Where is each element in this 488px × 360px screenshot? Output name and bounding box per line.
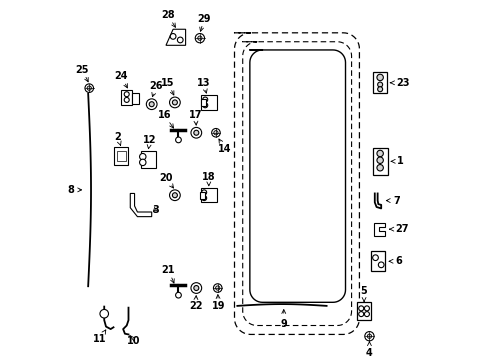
Circle shape (377, 87, 382, 92)
Circle shape (177, 37, 183, 43)
Text: 9: 9 (280, 310, 286, 329)
FancyBboxPatch shape (114, 147, 128, 165)
Circle shape (201, 195, 206, 201)
Text: 19: 19 (211, 294, 225, 311)
Text: 27: 27 (389, 224, 408, 234)
Polygon shape (165, 29, 185, 45)
Text: 3: 3 (152, 204, 158, 215)
Text: 15: 15 (161, 78, 174, 95)
Circle shape (124, 98, 129, 103)
Circle shape (358, 312, 363, 316)
Circle shape (170, 33, 176, 39)
FancyBboxPatch shape (201, 95, 216, 109)
Circle shape (366, 334, 371, 338)
Circle shape (87, 86, 91, 90)
Circle shape (100, 310, 108, 318)
FancyBboxPatch shape (141, 151, 155, 168)
Circle shape (213, 284, 222, 292)
FancyBboxPatch shape (201, 188, 216, 202)
FancyBboxPatch shape (200, 192, 204, 199)
Circle shape (213, 131, 218, 135)
Circle shape (191, 283, 201, 293)
Circle shape (175, 137, 181, 143)
Circle shape (146, 99, 157, 109)
Circle shape (201, 190, 206, 195)
Text: 20: 20 (159, 173, 173, 188)
Circle shape (203, 103, 207, 108)
Text: 2: 2 (114, 132, 121, 145)
Circle shape (193, 285, 199, 291)
Circle shape (169, 190, 180, 201)
Text: 12: 12 (143, 135, 156, 149)
Circle shape (364, 312, 368, 316)
Text: 18: 18 (202, 172, 215, 186)
Text: 14: 14 (218, 139, 231, 154)
Polygon shape (373, 223, 385, 235)
Circle shape (376, 157, 383, 163)
Text: 25: 25 (75, 64, 89, 82)
Circle shape (211, 129, 220, 137)
Text: 21: 21 (162, 265, 175, 283)
Text: 26: 26 (149, 81, 163, 96)
Circle shape (172, 100, 177, 105)
Text: 29: 29 (197, 14, 210, 31)
Circle shape (377, 82, 382, 87)
Text: 4: 4 (366, 342, 372, 358)
Text: 24: 24 (114, 71, 128, 88)
Circle shape (169, 97, 180, 108)
FancyBboxPatch shape (121, 90, 132, 104)
Text: 6: 6 (388, 256, 402, 266)
Circle shape (364, 332, 373, 341)
Circle shape (376, 150, 383, 157)
FancyBboxPatch shape (356, 302, 370, 320)
Circle shape (149, 102, 154, 107)
Circle shape (378, 262, 383, 268)
Circle shape (197, 36, 202, 40)
Circle shape (364, 306, 368, 311)
Circle shape (172, 193, 177, 198)
Circle shape (358, 306, 363, 311)
Polygon shape (130, 193, 151, 217)
Text: 10: 10 (127, 336, 141, 346)
FancyBboxPatch shape (373, 72, 386, 94)
Circle shape (372, 255, 378, 261)
FancyBboxPatch shape (370, 251, 385, 271)
Text: 11: 11 (93, 330, 106, 344)
Circle shape (376, 165, 383, 171)
Text: 22: 22 (188, 296, 202, 311)
Circle shape (215, 286, 220, 290)
Circle shape (124, 92, 129, 97)
Circle shape (203, 97, 207, 102)
Text: 17: 17 (188, 110, 202, 125)
Text: 1: 1 (390, 156, 403, 166)
Circle shape (376, 74, 383, 81)
FancyBboxPatch shape (132, 94, 139, 104)
Circle shape (195, 33, 204, 43)
Circle shape (193, 130, 199, 135)
Text: 7: 7 (386, 195, 399, 206)
Text: 5: 5 (360, 285, 366, 301)
Text: 23: 23 (389, 78, 409, 88)
Circle shape (85, 84, 93, 93)
Circle shape (139, 159, 146, 166)
Circle shape (191, 127, 201, 138)
FancyBboxPatch shape (200, 99, 205, 106)
Text: 13: 13 (196, 78, 210, 93)
Circle shape (139, 153, 146, 160)
FancyBboxPatch shape (372, 148, 387, 175)
Text: 16: 16 (157, 110, 173, 128)
Circle shape (175, 292, 181, 298)
FancyBboxPatch shape (117, 151, 125, 161)
Text: 28: 28 (161, 10, 175, 27)
Text: 8: 8 (67, 185, 81, 195)
